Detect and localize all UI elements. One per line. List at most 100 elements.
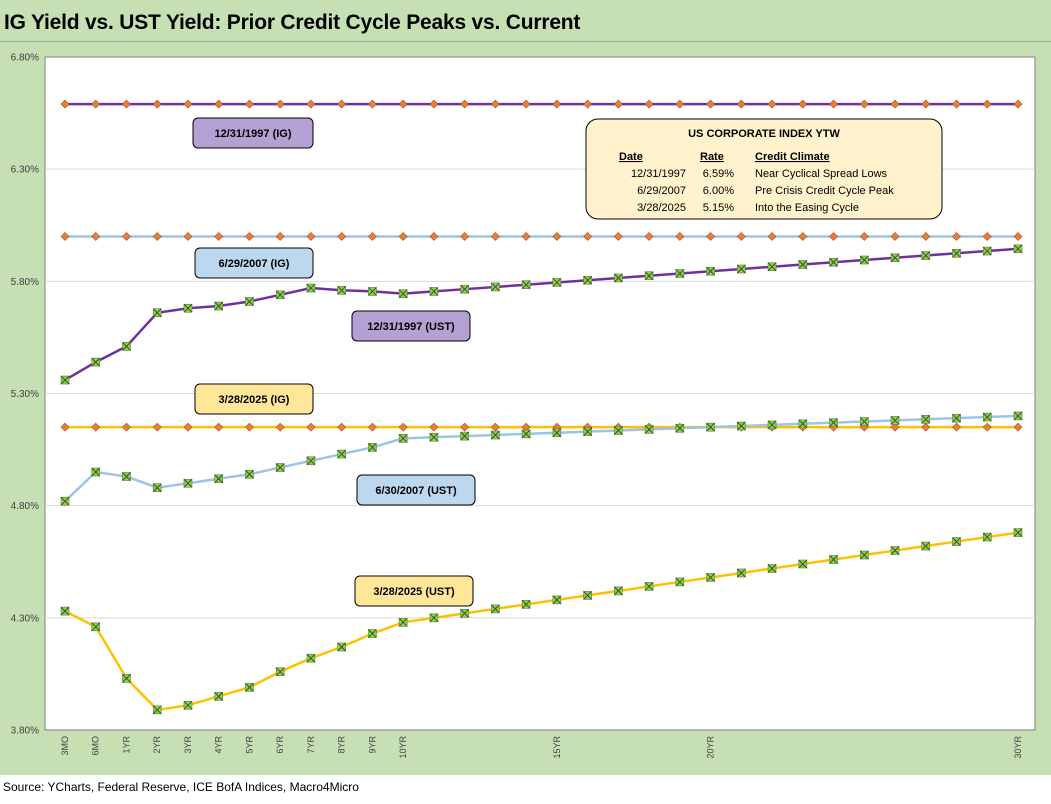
data-point-diamond bbox=[521, 99, 531, 109]
data-point-diamond bbox=[490, 99, 500, 109]
data-point-x bbox=[337, 449, 347, 459]
data-point-x bbox=[767, 564, 777, 573]
legend-cell: Near Cyclical Spread Lows bbox=[755, 168, 888, 180]
legend-cell: 12/31/1997 bbox=[631, 168, 686, 180]
data-point-x bbox=[982, 412, 992, 422]
data-point-x bbox=[368, 629, 377, 638]
data-point-diamond bbox=[214, 232, 224, 241]
x-tick-label: 3YR bbox=[183, 736, 193, 754]
data-point-diamond bbox=[921, 422, 931, 432]
data-point-x bbox=[429, 432, 439, 442]
x-tick-label: 1YR bbox=[121, 736, 131, 754]
data-point-x bbox=[921, 251, 931, 260]
series-label-text: 3/28/2025 (UST) bbox=[373, 586, 455, 598]
data-point-diamond bbox=[736, 232, 746, 241]
data-point-diamond bbox=[60, 99, 70, 109]
data-point-x bbox=[921, 414, 931, 424]
data-point-diamond bbox=[1013, 232, 1023, 241]
y-tick-label: 3.80% bbox=[11, 726, 39, 737]
data-point-diamond bbox=[521, 232, 531, 241]
data-point-diamond bbox=[613, 99, 623, 109]
data-point-x bbox=[675, 423, 685, 433]
data-point-x bbox=[91, 357, 101, 367]
data-point-x bbox=[521, 429, 531, 439]
data-point-x bbox=[460, 608, 469, 618]
series-line bbox=[64, 414, 1019, 503]
data-point-x bbox=[952, 413, 961, 423]
data-point-x bbox=[245, 469, 254, 479]
data-point-diamond bbox=[490, 232, 500, 241]
data-point-x bbox=[91, 622, 101, 632]
data-point-x bbox=[306, 653, 316, 663]
y-axis-ticks: 6.80% 6.30% 5.80% 5.30% 4.80% 4.30% 3.80% bbox=[11, 53, 39, 737]
x-tick-label: 4YR bbox=[214, 736, 224, 754]
data-point-x bbox=[183, 303, 193, 313]
data-point-x bbox=[398, 617, 408, 627]
series-label: 3/28/2025 (UST) bbox=[354, 575, 474, 607]
x-tick-label: 30YR bbox=[1013, 736, 1023, 759]
data-point-diamond bbox=[675, 232, 685, 241]
data-point-x bbox=[491, 282, 500, 292]
data-point-x bbox=[398, 434, 408, 443]
data-point-diamond bbox=[183, 99, 193, 109]
data-point-diamond bbox=[152, 232, 162, 241]
data-point-x bbox=[122, 674, 131, 683]
series-group bbox=[60, 99, 1023, 715]
data-point-diamond bbox=[183, 422, 193, 432]
data-point-x bbox=[736, 421, 746, 431]
legend-header: Rate bbox=[700, 151, 724, 163]
series-line bbox=[64, 531, 1019, 712]
data-point-x bbox=[91, 467, 101, 477]
data-point-x bbox=[890, 416, 900, 425]
data-point-diamond bbox=[183, 232, 193, 241]
data-point-diamond bbox=[552, 232, 562, 241]
data-point-x bbox=[952, 248, 961, 258]
data-point-diamond bbox=[275, 232, 285, 241]
data-point-diamond bbox=[706, 232, 716, 241]
data-point-diamond bbox=[767, 232, 777, 241]
data-point-diamond bbox=[337, 99, 347, 109]
legend-box bbox=[585, 118, 943, 220]
data-point-diamond bbox=[367, 232, 377, 241]
series-label: 6/30/2007 (UST) bbox=[356, 474, 476, 506]
x-tick-label: 15YR bbox=[552, 736, 562, 759]
data-point-x bbox=[214, 691, 224, 701]
legend-title: US CORPORATE INDEX YTW bbox=[688, 128, 840, 140]
y-tick-label: 4.80% bbox=[11, 501, 39, 512]
legend-cell: 6.59% bbox=[703, 168, 734, 180]
data-point-x bbox=[859, 417, 869, 426]
y-tick-label: 6.80% bbox=[11, 53, 39, 64]
data-point-diamond bbox=[152, 422, 162, 432]
x-tick-label: 8YR bbox=[337, 736, 347, 754]
data-point-x bbox=[644, 271, 654, 281]
data-point-diamond bbox=[736, 99, 746, 109]
data-point-x bbox=[1013, 244, 1023, 254]
data-point-x bbox=[675, 269, 685, 278]
data-point-x bbox=[644, 582, 654, 591]
data-point-diamond bbox=[398, 99, 408, 109]
data-point-diamond bbox=[245, 99, 254, 109]
data-point-x bbox=[306, 456, 316, 466]
x-tick-label: 2YR bbox=[152, 736, 162, 754]
data-point-x bbox=[429, 613, 439, 623]
data-point-x bbox=[183, 700, 193, 710]
data-point-diamond bbox=[675, 99, 685, 109]
data-point-diamond bbox=[644, 99, 654, 109]
data-point-x bbox=[829, 555, 838, 564]
data-point-x bbox=[829, 257, 838, 267]
data-point-x bbox=[60, 606, 70, 616]
data-point-x bbox=[767, 420, 777, 430]
data-point-diamond bbox=[890, 232, 900, 241]
data-point-diamond bbox=[337, 232, 347, 241]
data-point-x bbox=[275, 667, 285, 677]
data-point-diamond bbox=[306, 422, 316, 432]
data-point-diamond bbox=[275, 99, 285, 109]
data-point-diamond bbox=[982, 422, 992, 432]
data-point-diamond bbox=[890, 422, 900, 432]
data-point-x bbox=[552, 428, 562, 438]
data-point-x bbox=[337, 642, 347, 652]
series-label-text: 6/30/2007 (UST) bbox=[375, 485, 457, 497]
legend-table: US CORPORATE INDEX YTW Date Rate Credit Cli… bbox=[585, 118, 943, 220]
data-point-diamond bbox=[337, 422, 347, 432]
data-point-diamond bbox=[706, 99, 716, 109]
